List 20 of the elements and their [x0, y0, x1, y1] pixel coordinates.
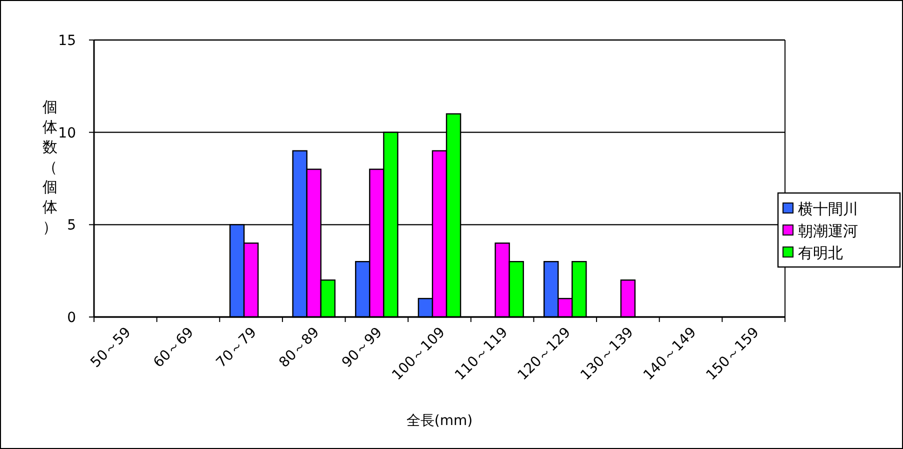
legend-label: 横十間川 [798, 200, 858, 218]
legend-label: 朝潮運河 [798, 222, 858, 240]
x-axis-title: 全長(mm) [406, 413, 473, 429]
x-tick-label: 50～59 [88, 324, 134, 371]
x-tick-label: 140～149 [640, 324, 700, 384]
y-tick-label: 5 [67, 218, 76, 234]
x-tick-label: 60～69 [150, 324, 198, 371]
x-tick-label: 150～159 [703, 324, 762, 384]
x-tick-label: 80～89 [276, 324, 323, 371]
x-tick-label: 100～109 [389, 324, 448, 384]
y-tick-label: 15 [58, 33, 76, 49]
x-tick-label: 70～79 [213, 324, 260, 371]
y-tick-label: 0 [67, 310, 76, 326]
y-tick-label: 10 [58, 125, 76, 142]
y-axis-title: 個体数（個体） [42, 98, 58, 236]
legend-label: 有明北 [798, 244, 843, 262]
x-tick-label: 120～129 [514, 324, 574, 384]
x-tick-label: 130～139 [578, 324, 637, 384]
x-tick-label: 110～119 [452, 324, 512, 384]
x-tick-label: 90～99 [339, 324, 386, 371]
